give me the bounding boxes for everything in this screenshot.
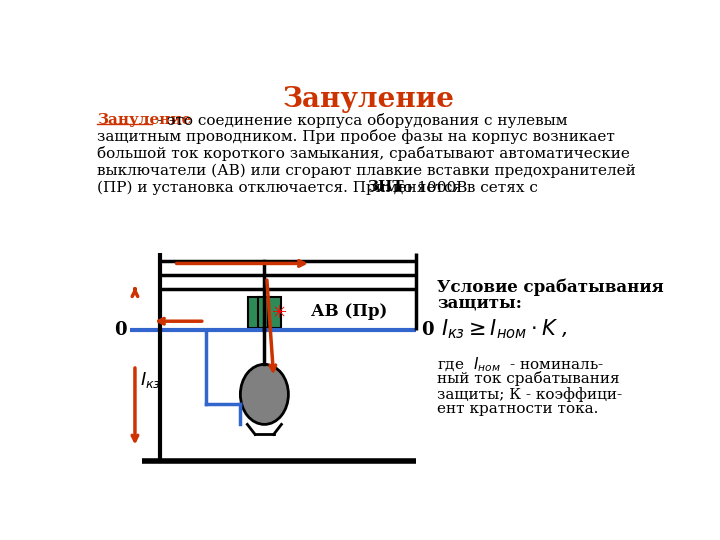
Text: защиты; К - коэффици-: защиты; К - коэффици- (437, 387, 622, 402)
Text: большой ток короткого замыкания, срабатывают автоматические: большой ток короткого замыкания, срабаты… (97, 146, 630, 161)
Bar (248, 298, 261, 328)
Bar (269, 298, 281, 328)
Text: АВ (Пр): АВ (Пр) (311, 303, 387, 320)
Text: ЗНТ: ЗНТ (367, 180, 404, 194)
Text: выключатели (АВ) или сгорают плавкие вставки предохранителей: выключатели (АВ) или сгорают плавкие вст… (97, 164, 636, 178)
Text: Условие срабатывания: Условие срабатывания (437, 279, 664, 296)
Text: до 1000В: до 1000В (389, 180, 467, 194)
Text: защитным проводником. При пробое фазы на корпус возникает: защитным проводником. При пробое фазы на… (97, 130, 615, 145)
Text: 0: 0 (114, 321, 127, 340)
Ellipse shape (240, 364, 289, 424)
Text: ный ток срабатывания: ный ток срабатывания (437, 372, 620, 386)
Text: 0: 0 (421, 321, 433, 340)
Bar (258, 298, 271, 328)
Text: ✳: ✳ (272, 303, 287, 322)
Text: где  $I_{ном}$  - номиналь-: где $I_{ном}$ - номиналь- (437, 356, 605, 374)
Text: Зануление: Зануление (97, 112, 192, 126)
Text: ент кратности тока.: ент кратности тока. (437, 402, 598, 416)
Text: (ПР) и установка отключается. Применяется в сетях с: (ПР) и установка отключается. Применяетс… (97, 180, 543, 195)
Text: защиты:: защиты: (437, 294, 522, 311)
Text: $I_{кз}$: $I_{кз}$ (140, 370, 161, 390)
Text: - это соединение корпуса оборудования с нулевым: - это соединение корпуса оборудования с … (152, 112, 567, 127)
Text: Зануление: Зануление (283, 86, 455, 113)
Text: $I_{кз} \geq I_{ном} \cdot K$ ,: $I_{кз} \geq I_{ном} \cdot K$ , (441, 318, 567, 341)
